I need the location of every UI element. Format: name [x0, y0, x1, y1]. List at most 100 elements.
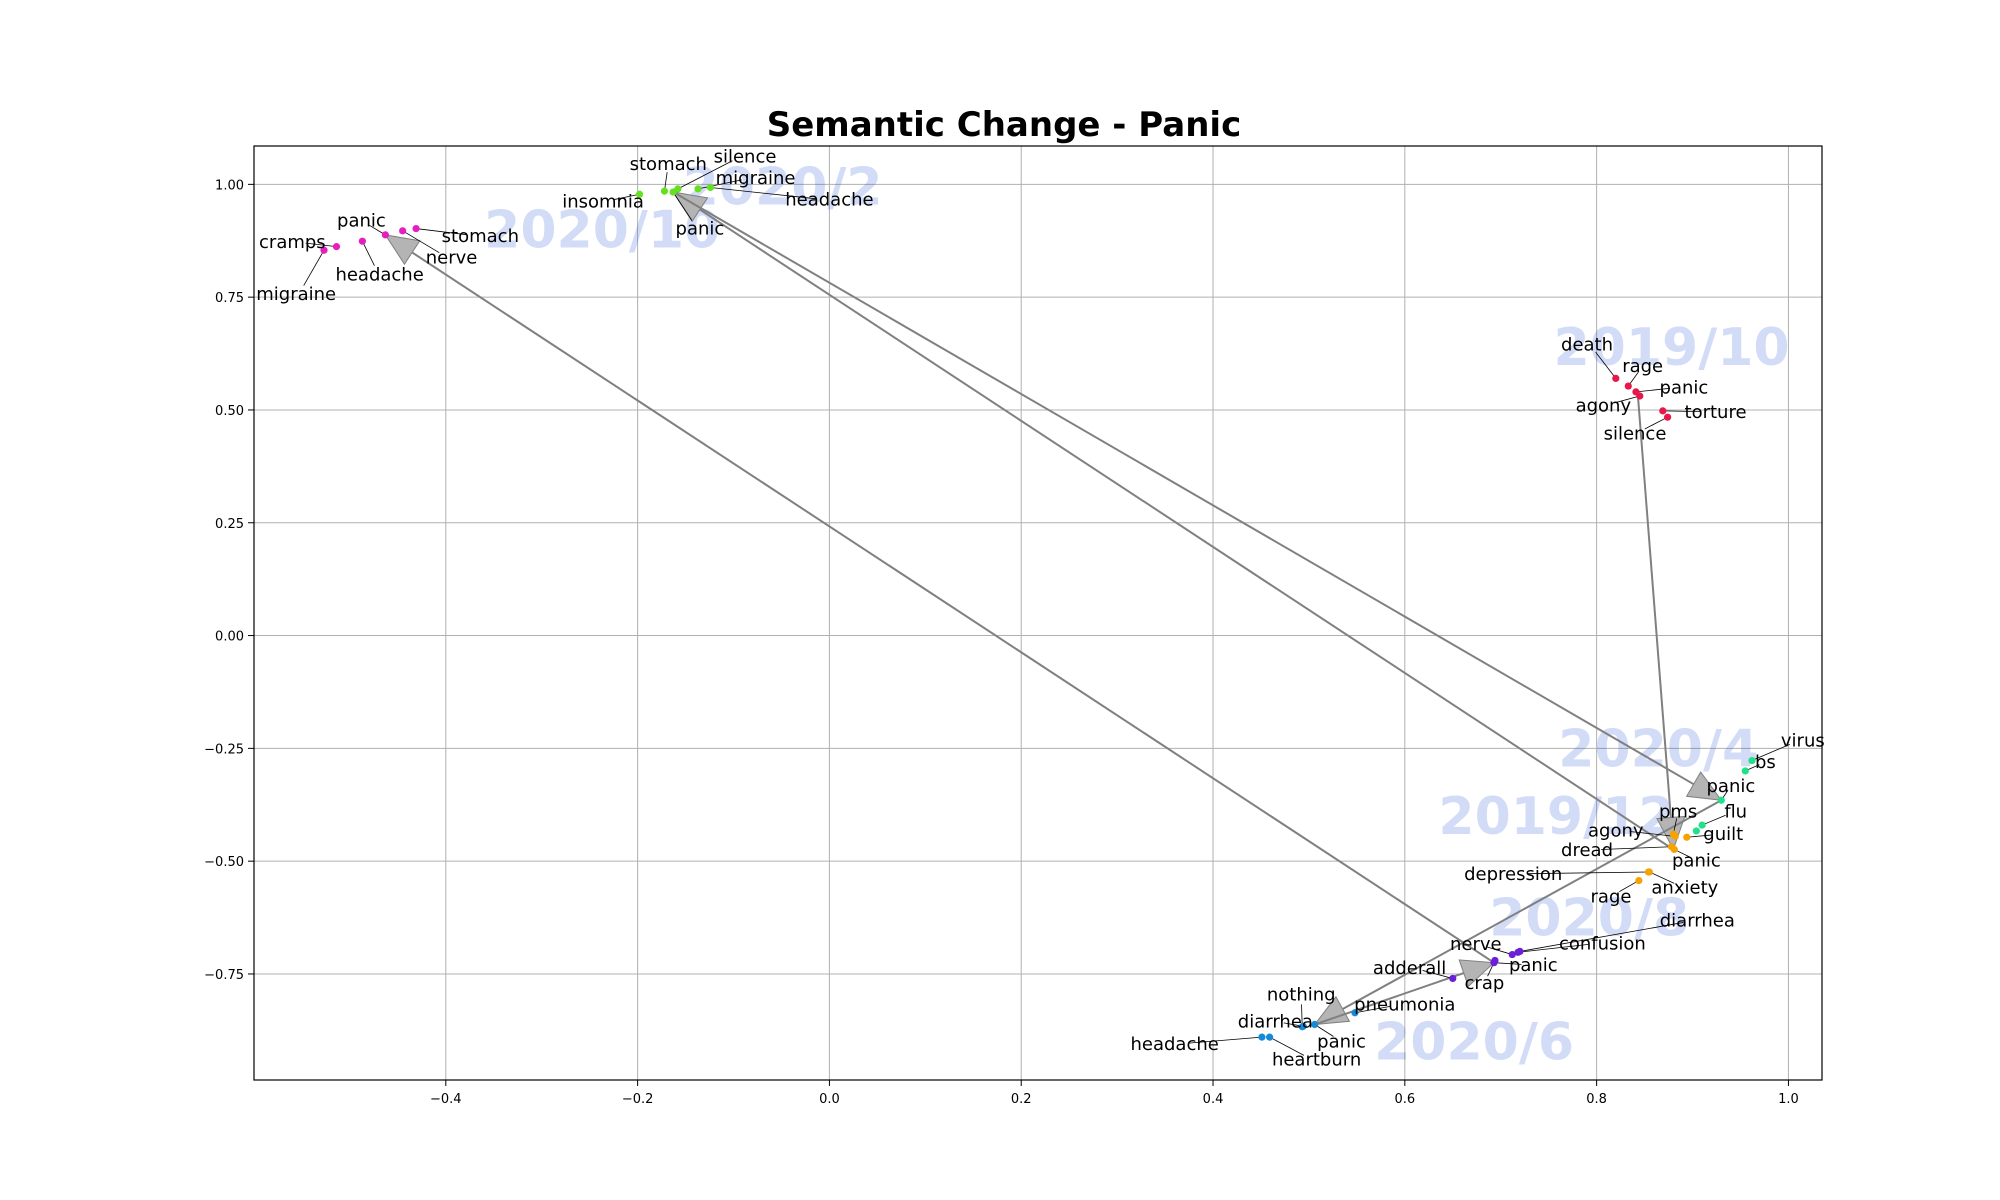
word-point — [399, 227, 407, 235]
word-point — [1645, 868, 1653, 876]
word-label: migraine — [716, 168, 796, 189]
y-tick-label: −0.50 — [204, 855, 244, 870]
word-label: migraine — [256, 284, 336, 305]
label-leader-line — [1595, 351, 1617, 379]
word-label: panic — [1707, 776, 1756, 797]
period-watermark: 2020/10 — [484, 201, 720, 261]
word-point — [381, 231, 389, 239]
label-leader-line — [672, 191, 693, 221]
word-label: guilt — [1703, 824, 1743, 845]
word-point — [1635, 876, 1643, 885]
grid — [254, 146, 1822, 1080]
word-label: anxiety — [1651, 877, 1718, 898]
word-label: nerve — [1450, 934, 1502, 955]
y-tick-label: −0.75 — [204, 968, 244, 983]
label-leader-line — [305, 242, 337, 248]
word-label: rage — [1622, 356, 1663, 377]
label-leader-line — [613, 193, 640, 200]
label-leader-line — [1751, 743, 1790, 761]
word-point — [1516, 947, 1524, 956]
y-tick-label: −0.25 — [204, 742, 244, 757]
word-point — [1491, 956, 1499, 965]
word-point — [1717, 796, 1725, 804]
label-leader-line — [1493, 962, 1522, 965]
word-label: agony — [1576, 395, 1632, 416]
label-leader-line — [1527, 871, 1649, 875]
label-leader-line — [1701, 814, 1726, 826]
word-label: rage — [1591, 886, 1632, 907]
word-label: headache — [785, 190, 873, 211]
y-tick-label: 0.50 — [215, 404, 244, 419]
word-label: bs — [1755, 752, 1776, 773]
word-label: cramps — [259, 232, 326, 253]
word-point — [694, 185, 702, 193]
label-leader-line — [1519, 922, 1684, 952]
trajectory-arrowhead — [1458, 959, 1496, 988]
x-tick-label: 0.8 — [1586, 1092, 1607, 1107]
label-leader-line — [1662, 410, 1702, 412]
label-leader-line — [1629, 831, 1676, 837]
word-label: death — [1561, 335, 1613, 356]
trajectory-segment — [1636, 394, 1672, 818]
word-point — [320, 246, 328, 254]
word-points — [320, 183, 1756, 1041]
word-point — [1351, 1009, 1359, 1017]
word-label: confusion — [1559, 933, 1646, 954]
word-point — [1311, 1020, 1319, 1029]
label-leader-line — [303, 250, 325, 286]
period-watermark: 2019/12 — [1438, 787, 1674, 847]
word-point — [1671, 832, 1679, 840]
word-point — [706, 183, 715, 192]
label-leader-line — [677, 160, 733, 190]
label-leader-line — [1686, 834, 1713, 838]
word-point — [669, 188, 677, 196]
label-leader-line — [1314, 1024, 1334, 1037]
chart-title: Semantic Change - Panic — [767, 105, 1241, 145]
x-tick-label: −0.2 — [622, 1092, 654, 1107]
trajectory-arrowhead — [1313, 995, 1351, 1026]
label-leader-line — [416, 228, 467, 236]
word-label: headache — [335, 265, 423, 286]
label-leader-line — [1188, 1036, 1262, 1044]
word-label: agony — [1588, 820, 1644, 841]
word-point — [1624, 382, 1632, 390]
label-leader-line — [710, 187, 816, 200]
word-label: panic — [676, 219, 725, 240]
word-label: adderall — [1373, 958, 1446, 979]
y-tick-label: 0.00 — [215, 630, 244, 645]
label-leader-line — [1649, 871, 1675, 884]
word-label: depression — [1464, 864, 1562, 885]
word-label: nerve — [426, 247, 478, 268]
label-leader-line — [1422, 970, 1453, 979]
x-tick-label: 0.0 — [819, 1092, 840, 1107]
word-point — [1508, 950, 1516, 959]
period-watermark: 2020/6 — [1374, 1013, 1574, 1073]
word-label: pneumonia — [1354, 995, 1455, 1016]
word-point — [1683, 833, 1691, 841]
word-point — [1741, 767, 1749, 775]
word-label: panic — [1672, 850, 1721, 871]
label-leader-line — [1614, 395, 1640, 404]
word-label: pms — [1659, 802, 1697, 823]
axes: −0.4 −0.2 0.0 0.2 0.4 0.6 0.8 1.0 1.00 0.75 0.50 0.… — [204, 145, 1823, 1107]
word-label: dread — [1561, 840, 1613, 861]
label-leader-lines — [303, 160, 1790, 1056]
label-leader-line — [1354, 1005, 1392, 1014]
word-point — [412, 224, 420, 233]
word-point — [1670, 845, 1678, 854]
x-tick-label: 0.4 — [1203, 1092, 1224, 1107]
word-label: nothing — [1267, 985, 1336, 1006]
label-leader-line — [402, 230, 440, 254]
word-point — [660, 187, 669, 195]
word-point — [1748, 756, 1756, 765]
word-point — [1258, 1033, 1266, 1041]
trajectory-arrows — [384, 191, 1723, 1026]
word-label: headache — [1130, 1034, 1218, 1055]
word-label: heartburn — [1272, 1050, 1361, 1071]
word-point — [1299, 1022, 1307, 1030]
label-leader-line — [362, 241, 375, 266]
word-point — [1698, 821, 1706, 829]
plot-frame — [253, 145, 1823, 1081]
word-point — [1663, 413, 1672, 421]
label-leader-line — [1619, 880, 1640, 892]
